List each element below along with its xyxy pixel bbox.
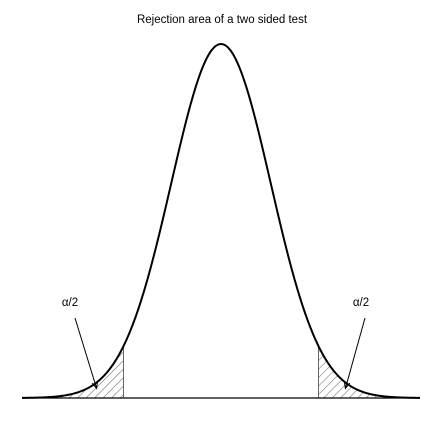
chart-title: Rejection area of a two sided test (137, 14, 308, 26)
rejection-region-right (318, 346, 420, 398)
arrow-left-shaft (74, 317, 98, 389)
rejection-region-left (22, 346, 124, 398)
arrow-left-head (91, 381, 98, 390)
annotation-label-left: α/2 (62, 297, 78, 309)
arrow-right-shaft (344, 317, 366, 389)
plot-area (21, 42, 421, 399)
density-curve (21, 42, 421, 399)
arrow-right-head (343, 381, 351, 390)
annotation-label-right: α/2 (353, 297, 369, 309)
